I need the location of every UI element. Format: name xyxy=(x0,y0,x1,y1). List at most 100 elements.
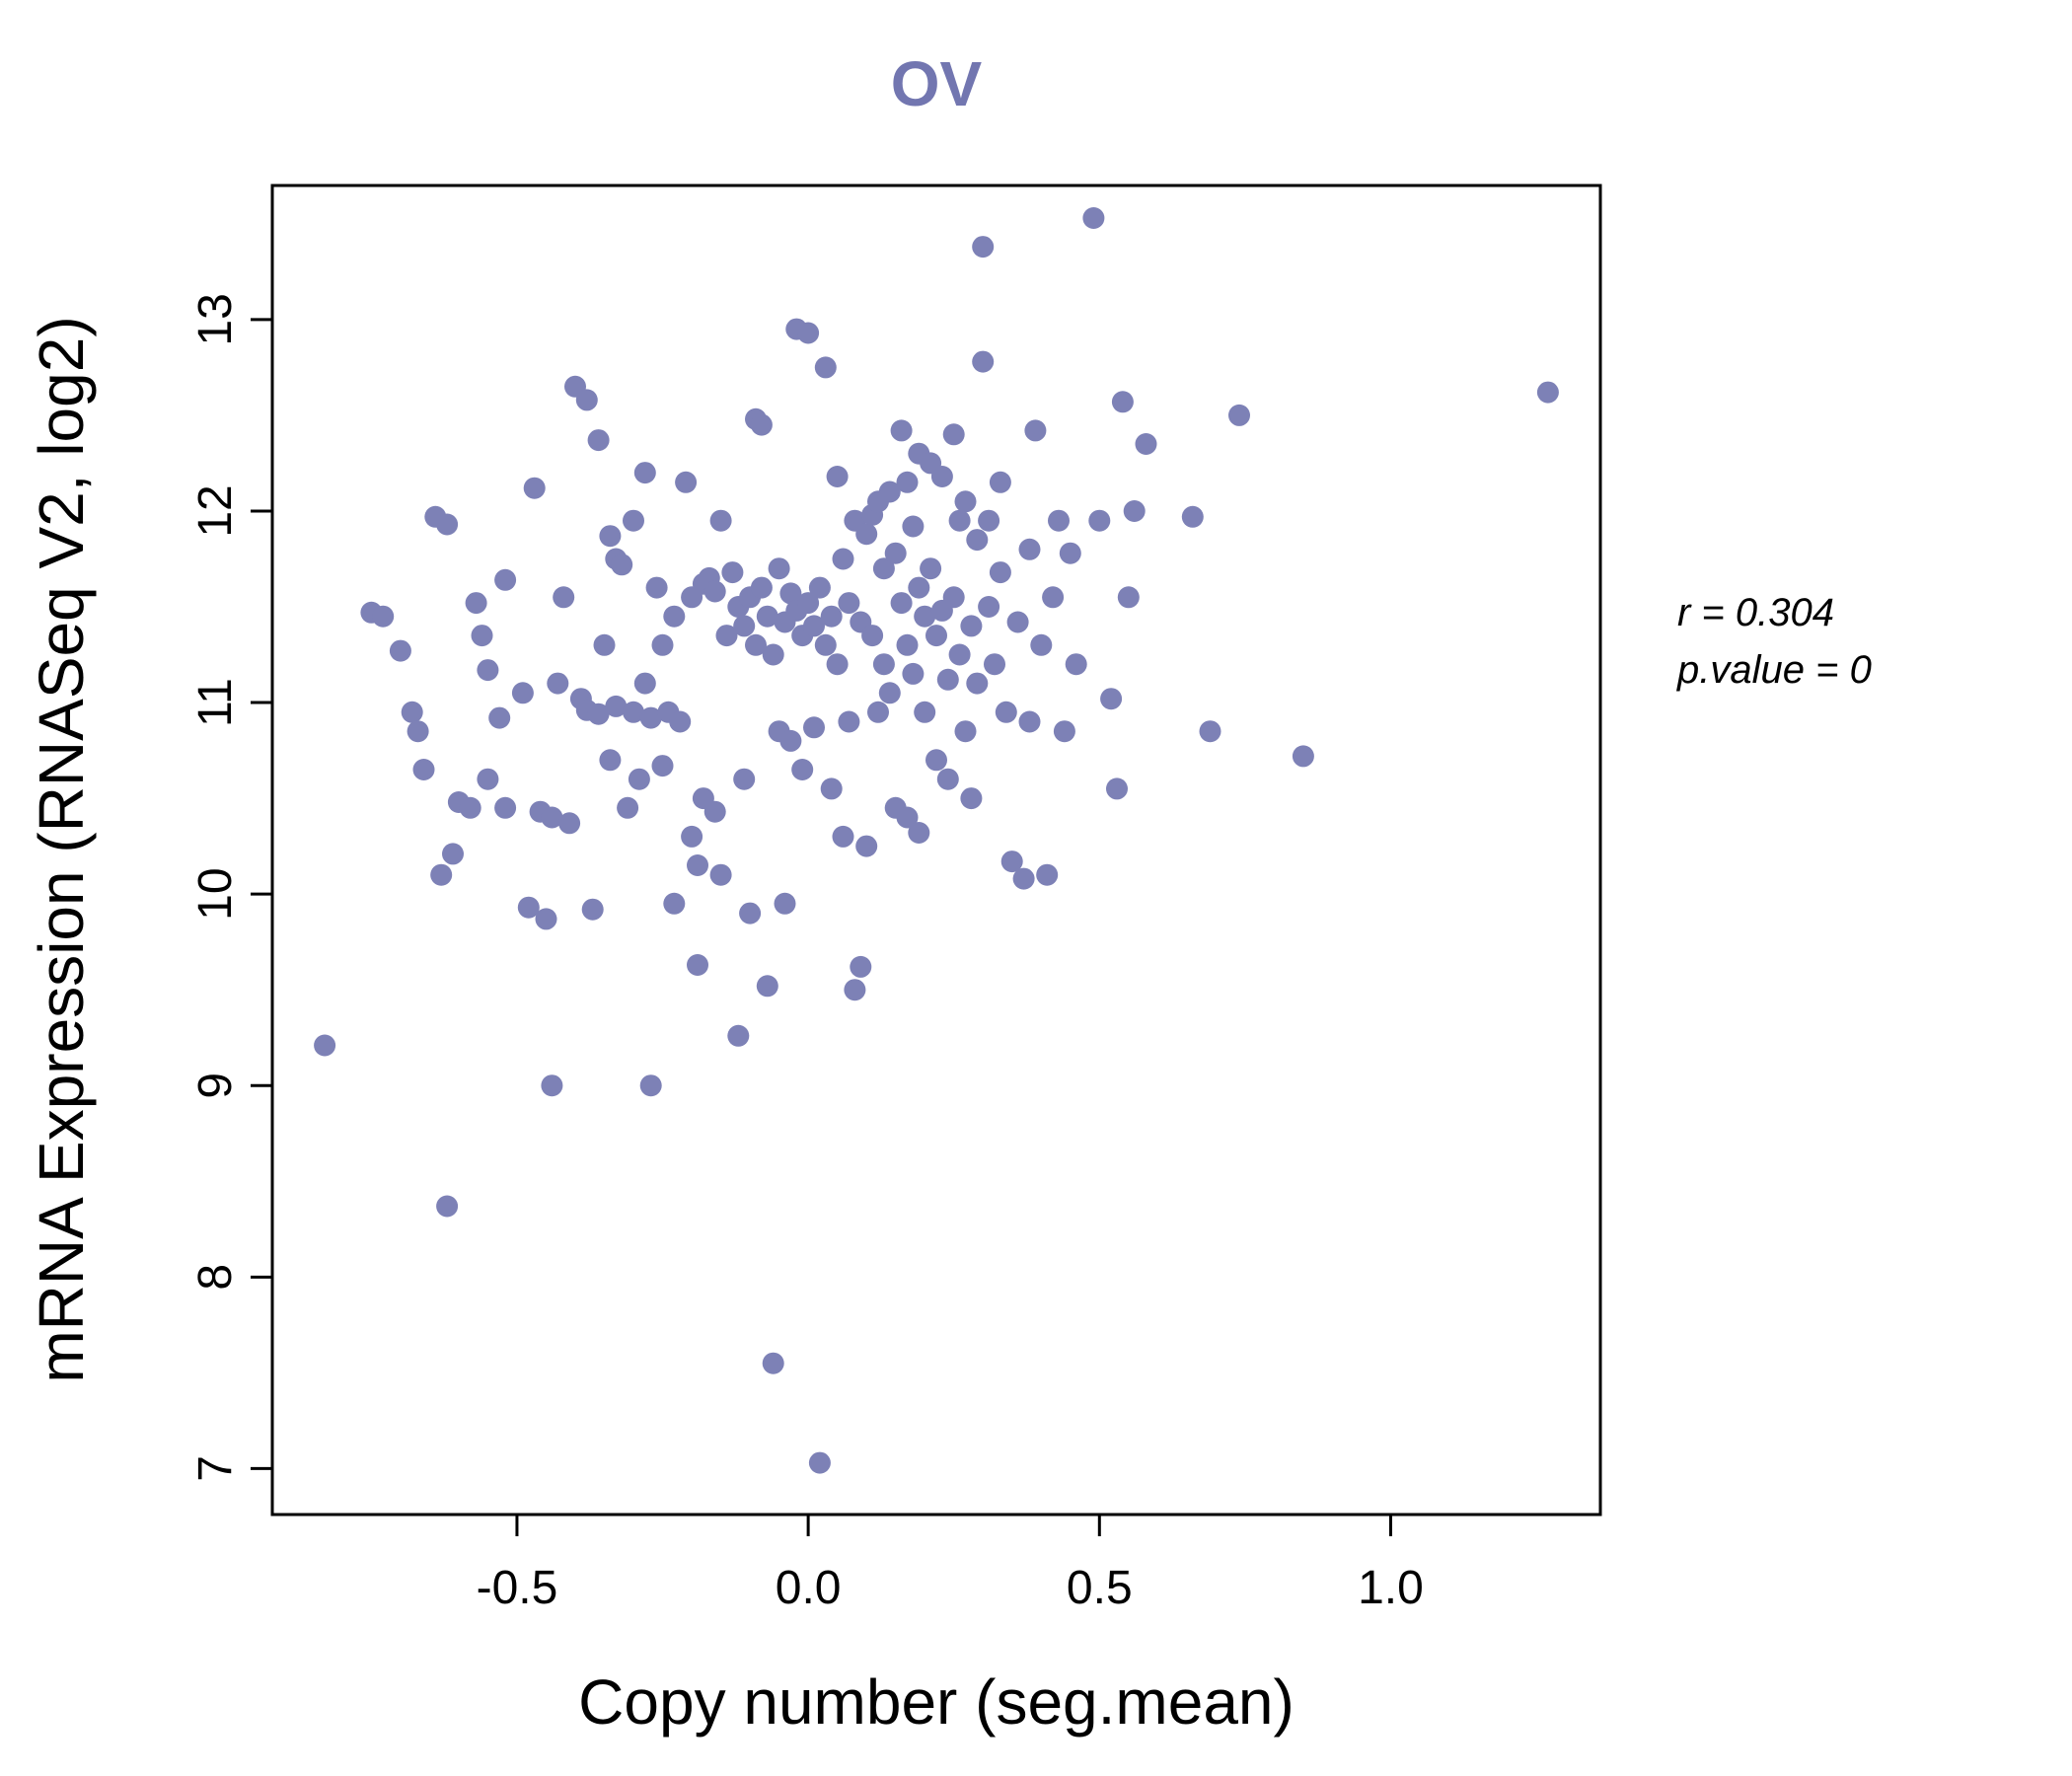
scatter-point xyxy=(471,625,493,647)
scatter-point xyxy=(920,557,942,580)
scatter-point xyxy=(954,720,977,743)
scatter-point xyxy=(494,796,517,819)
scatter-point xyxy=(628,768,650,790)
scatter-point xyxy=(739,902,762,925)
scatter-point xyxy=(936,768,959,790)
scatter-point xyxy=(709,863,732,886)
scatter-point xyxy=(942,423,965,446)
x-tick-label: 0.5 xyxy=(1067,1562,1133,1614)
y-tick-label: 9 xyxy=(189,1073,242,1099)
scatter-point xyxy=(762,643,784,666)
scatter-point xyxy=(1036,863,1059,886)
scatter-point xyxy=(832,825,854,848)
scatter-point xyxy=(1053,720,1075,743)
scatter-point xyxy=(541,1074,563,1097)
scatter-point xyxy=(605,695,628,717)
scatter-point xyxy=(623,509,644,532)
correlation-pvalue-text: p.value = 0 xyxy=(1677,648,1872,692)
scatter-point xyxy=(826,653,849,676)
scatter-point xyxy=(1024,419,1047,442)
scatter-point xyxy=(703,580,726,603)
scatter-point xyxy=(972,236,995,259)
scatter-point xyxy=(838,710,860,733)
scatter-point xyxy=(832,548,854,570)
scatter-point xyxy=(768,557,790,580)
scatter-point xyxy=(1082,207,1105,229)
scatter-point xyxy=(1536,381,1559,404)
scatter-point xyxy=(896,633,919,656)
scatter-point xyxy=(645,576,668,599)
scatter-point xyxy=(1111,391,1134,413)
scatter-point xyxy=(436,1195,459,1218)
scatter-point xyxy=(908,822,930,844)
x-tick-label: 1.0 xyxy=(1358,1562,1424,1614)
scatter-point xyxy=(872,653,895,676)
scatter-point xyxy=(948,643,971,666)
scatter-point xyxy=(914,701,936,723)
scatter-point xyxy=(1006,611,1029,633)
scatter-point xyxy=(494,568,517,591)
scatter-point xyxy=(803,716,825,739)
x-tick-label: -0.5 xyxy=(477,1562,558,1614)
scatter-point xyxy=(623,701,644,723)
scatter-point xyxy=(523,477,546,499)
scatter-point xyxy=(989,561,1011,584)
scatter-point xyxy=(820,605,843,628)
scatter-point xyxy=(727,1024,750,1047)
scatter-point xyxy=(791,759,814,780)
scatter-point xyxy=(855,523,878,546)
scatter-point xyxy=(547,672,569,695)
scatter-point xyxy=(663,605,686,628)
scatter-point xyxy=(995,701,1017,723)
scatter-point xyxy=(779,582,802,605)
scatter-point xyxy=(989,471,1011,493)
scatter-point xyxy=(1123,500,1146,522)
y-tick-label: 8 xyxy=(189,1264,242,1291)
scatter-point xyxy=(902,515,925,538)
scatter-point xyxy=(942,586,965,609)
scatter-point xyxy=(389,639,411,662)
scatter-point xyxy=(814,633,837,656)
scatter-point xyxy=(477,768,499,790)
scatter-point xyxy=(1030,633,1053,656)
scatter-point xyxy=(633,672,656,695)
scatter-point xyxy=(867,701,889,723)
scatter-point xyxy=(488,706,511,729)
scatter-point xyxy=(412,759,435,780)
scatter-point xyxy=(1059,542,1081,564)
scatter-point xyxy=(687,954,708,976)
scatter-point xyxy=(908,576,930,599)
scatter-point xyxy=(733,615,756,637)
scatter-point xyxy=(878,481,901,503)
scatter-point xyxy=(850,955,872,978)
scatter-point xyxy=(779,729,802,752)
scatter-point xyxy=(855,835,878,857)
scatter-point xyxy=(675,471,698,493)
plot-border xyxy=(270,184,1602,1517)
scatter-point xyxy=(1088,509,1111,532)
scatter-point xyxy=(1117,586,1140,609)
scatter-point xyxy=(703,800,726,823)
scatter-point xyxy=(966,529,989,552)
scatter-point xyxy=(814,356,837,379)
scatter-point xyxy=(844,979,866,1001)
scatter-point xyxy=(978,596,1000,618)
scatter-point xyxy=(826,466,849,487)
scatter-point xyxy=(715,625,738,647)
scatter-point xyxy=(925,749,947,772)
correlation-r-text: r = 0.304 xyxy=(1677,591,1835,634)
scatter-point xyxy=(1199,720,1221,743)
y-axis-label: mRNA Expression (RNASeq V2, log2) xyxy=(26,316,97,1383)
y-tick-label: 10 xyxy=(189,867,242,920)
scatter-point xyxy=(954,490,977,513)
scatter-point xyxy=(511,682,534,704)
y-tick-label: 12 xyxy=(189,484,242,537)
scatter-point xyxy=(808,576,831,599)
scatter-point xyxy=(936,668,959,691)
scatter-point xyxy=(709,509,732,532)
scatter-point xyxy=(872,557,895,580)
scatter-point xyxy=(890,592,913,615)
scatter-point xyxy=(436,513,459,536)
